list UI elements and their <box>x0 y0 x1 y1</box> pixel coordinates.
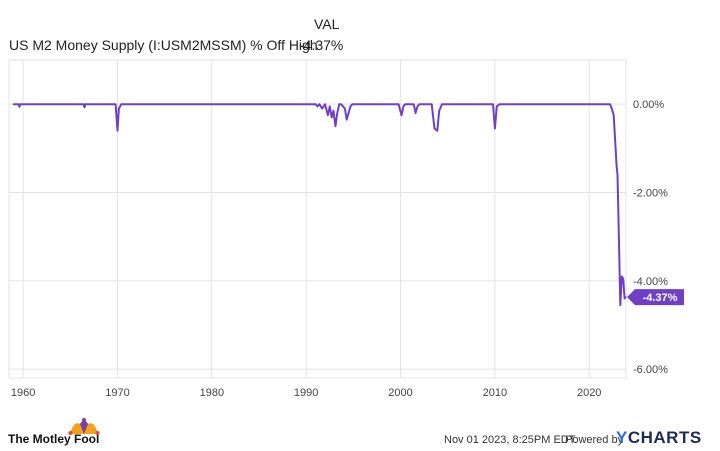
x-tick-label: 1960 <box>11 387 35 399</box>
grid-layer <box>8 59 627 379</box>
x-tick-label: 1980 <box>200 387 224 399</box>
axis-layer: 1960 1970 1980 1990 2000 2010 2020 0.00% -2.00% -… <box>11 99 668 399</box>
line-chart: 1960 1970 1980 1990 2000 2010 2020 0.00% -2.00% -… <box>8 59 684 399</box>
legend-row: US M2 Money Supply (I:USM2MSSM) % Off Hi… <box>9 37 343 53</box>
plot-frame <box>8 59 627 379</box>
timestamp: Nov 01 2023, 8:25PM EDT. <box>444 434 578 446</box>
x-tick-label: 1970 <box>105 387 129 399</box>
label-layer: -4.37% <box>627 289 684 306</box>
last-value-label: -4.37% <box>643 292 678 304</box>
x-tick-label: 2000 <box>388 387 412 399</box>
series-layer <box>12 103 627 307</box>
y-tick-label: -2.00% <box>633 188 668 200</box>
last-value-badge: -4.37% <box>627 289 684 306</box>
motley-fool-logo: The Motley Fool <box>8 432 100 446</box>
ycharts-logo: YCHARTS <box>616 428 702 447</box>
y-tick-label: -4.00% <box>633 276 668 288</box>
last-value-badge-shape <box>627 289 684 306</box>
footer: The Motley Fool Nov 01 2023, 8:25PM EDT.… <box>0 418 720 451</box>
y-tick-label: -6.00% <box>633 364 668 376</box>
legend-series-value: -4.37% <box>299 37 344 53</box>
x-tick-label: 1990 <box>294 387 318 399</box>
y-tick-label: 0.00% <box>633 99 664 111</box>
x-tick-label: 2010 <box>483 387 507 399</box>
legend-series-name: US M2 Money Supply (I:USM2MSSM) % Off Hi… <box>9 37 318 53</box>
series-line <box>12 103 627 307</box>
powered-by-label: Powered by <box>565 434 624 446</box>
x-tick-label: 2020 <box>577 387 601 399</box>
jester-hat-icon <box>68 418 100 435</box>
legend-column-header: VAL <box>314 16 340 32</box>
